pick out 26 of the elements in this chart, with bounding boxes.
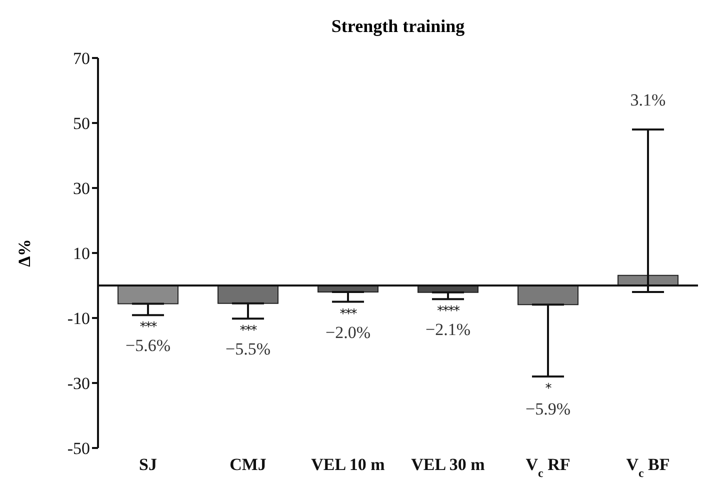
y-axis-title: Δ% xyxy=(15,239,34,267)
y-tick-label: 70 xyxy=(73,49,90,68)
chart-title: Strength training xyxy=(331,16,465,36)
x-tick-label: V$_{c}$ RF xyxy=(526,455,570,480)
y-tick-label: 50 xyxy=(73,114,90,134)
data-label: −5.5% xyxy=(226,340,270,359)
annotation: **** xyxy=(437,304,460,320)
data-label: −5.6% xyxy=(126,336,170,356)
data-label: −2.0% xyxy=(326,322,370,342)
annotation: *** xyxy=(240,324,258,339)
y-tick-label: 30 xyxy=(73,179,90,198)
data-label: −2.1% xyxy=(426,320,470,340)
y-tick-label: -50 xyxy=(67,439,90,458)
x-tick-label: SJ xyxy=(139,455,158,474)
annotation: * xyxy=(545,382,552,396)
x-tick-label: VEL 30 m xyxy=(411,455,485,474)
annotation: −5.9% xyxy=(526,400,570,418)
y-tick-label: 10 xyxy=(73,244,90,264)
y-tick-label: -10 xyxy=(67,309,90,328)
x-tick-label: CMJ xyxy=(230,455,267,474)
annotation: *** xyxy=(140,320,158,336)
y-tick-label: -30 xyxy=(67,374,90,394)
x-tick-label: VEL 10 m xyxy=(311,455,385,474)
x-tick-label: V$_{c}$ BF xyxy=(626,455,670,480)
annotation: *** xyxy=(340,306,358,322)
annotation: 3.1% xyxy=(630,90,666,110)
